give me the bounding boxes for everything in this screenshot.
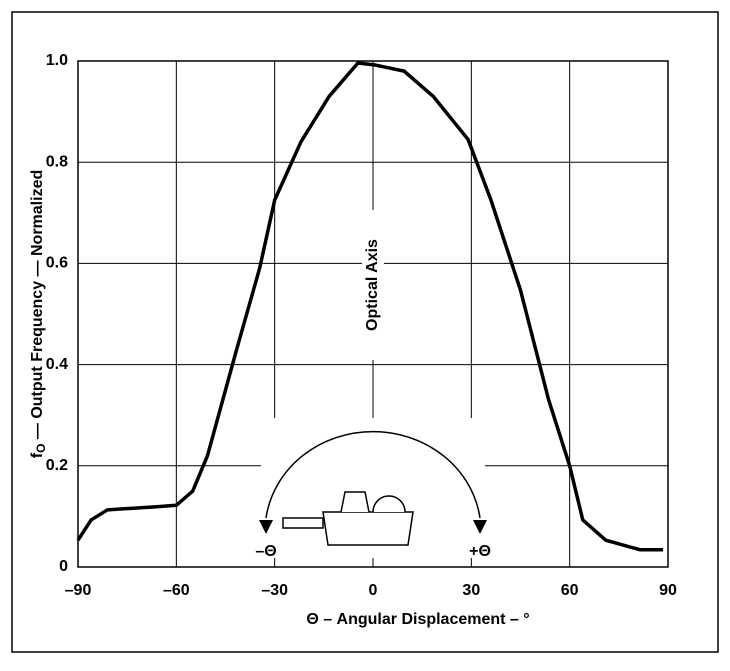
y-label-subscript: O bbox=[34, 444, 48, 453]
y-label-symbol: f bbox=[29, 452, 46, 458]
y-tick-label: 0 bbox=[59, 558, 68, 575]
plus-theta: +Θ bbox=[469, 543, 491, 560]
sensor-lens bbox=[282, 517, 324, 529]
x-tick-label: 90 bbox=[659, 582, 677, 599]
sensor-body bbox=[322, 511, 414, 546]
arrow bbox=[259, 520, 273, 534]
optical-axis-label: Optical Axis bbox=[364, 239, 381, 331]
diagram: Optical Axis –Θ +Θ bbox=[255, 210, 491, 560]
minus-theta: –Θ bbox=[255, 543, 276, 560]
y-tick-label: 0.8 bbox=[46, 153, 68, 170]
x-axis-label: Θ – Angular Displacement – ° bbox=[306, 611, 529, 628]
label-bg bbox=[362, 210, 384, 360]
y-tick-label: 1.0 bbox=[46, 52, 68, 69]
arc bbox=[265, 430, 481, 519]
x-tick-label: 0 bbox=[369, 582, 378, 599]
arrow bbox=[473, 520, 487, 534]
frame bbox=[11, 11, 719, 653]
y-axis-label: fO — Output Frequency — Normalized bbox=[29, 170, 48, 458]
x-tick-label: –90 bbox=[65, 582, 92, 599]
y-tick-label: 0.6 bbox=[46, 255, 68, 272]
curve bbox=[76, 61, 664, 552]
x-tick-label: –30 bbox=[261, 582, 288, 599]
y-tick-label: 0.2 bbox=[46, 457, 68, 474]
sensor-top bbox=[340, 491, 370, 513]
x-tick-label: 30 bbox=[462, 582, 480, 599]
sensor-dome bbox=[372, 495, 406, 513]
y-label-text: — Output Frequency — Normalized bbox=[29, 170, 46, 444]
x-tick-label: 60 bbox=[561, 582, 579, 599]
y-tick-label: 0.4 bbox=[46, 356, 68, 373]
x-tick-label: –60 bbox=[163, 582, 190, 599]
